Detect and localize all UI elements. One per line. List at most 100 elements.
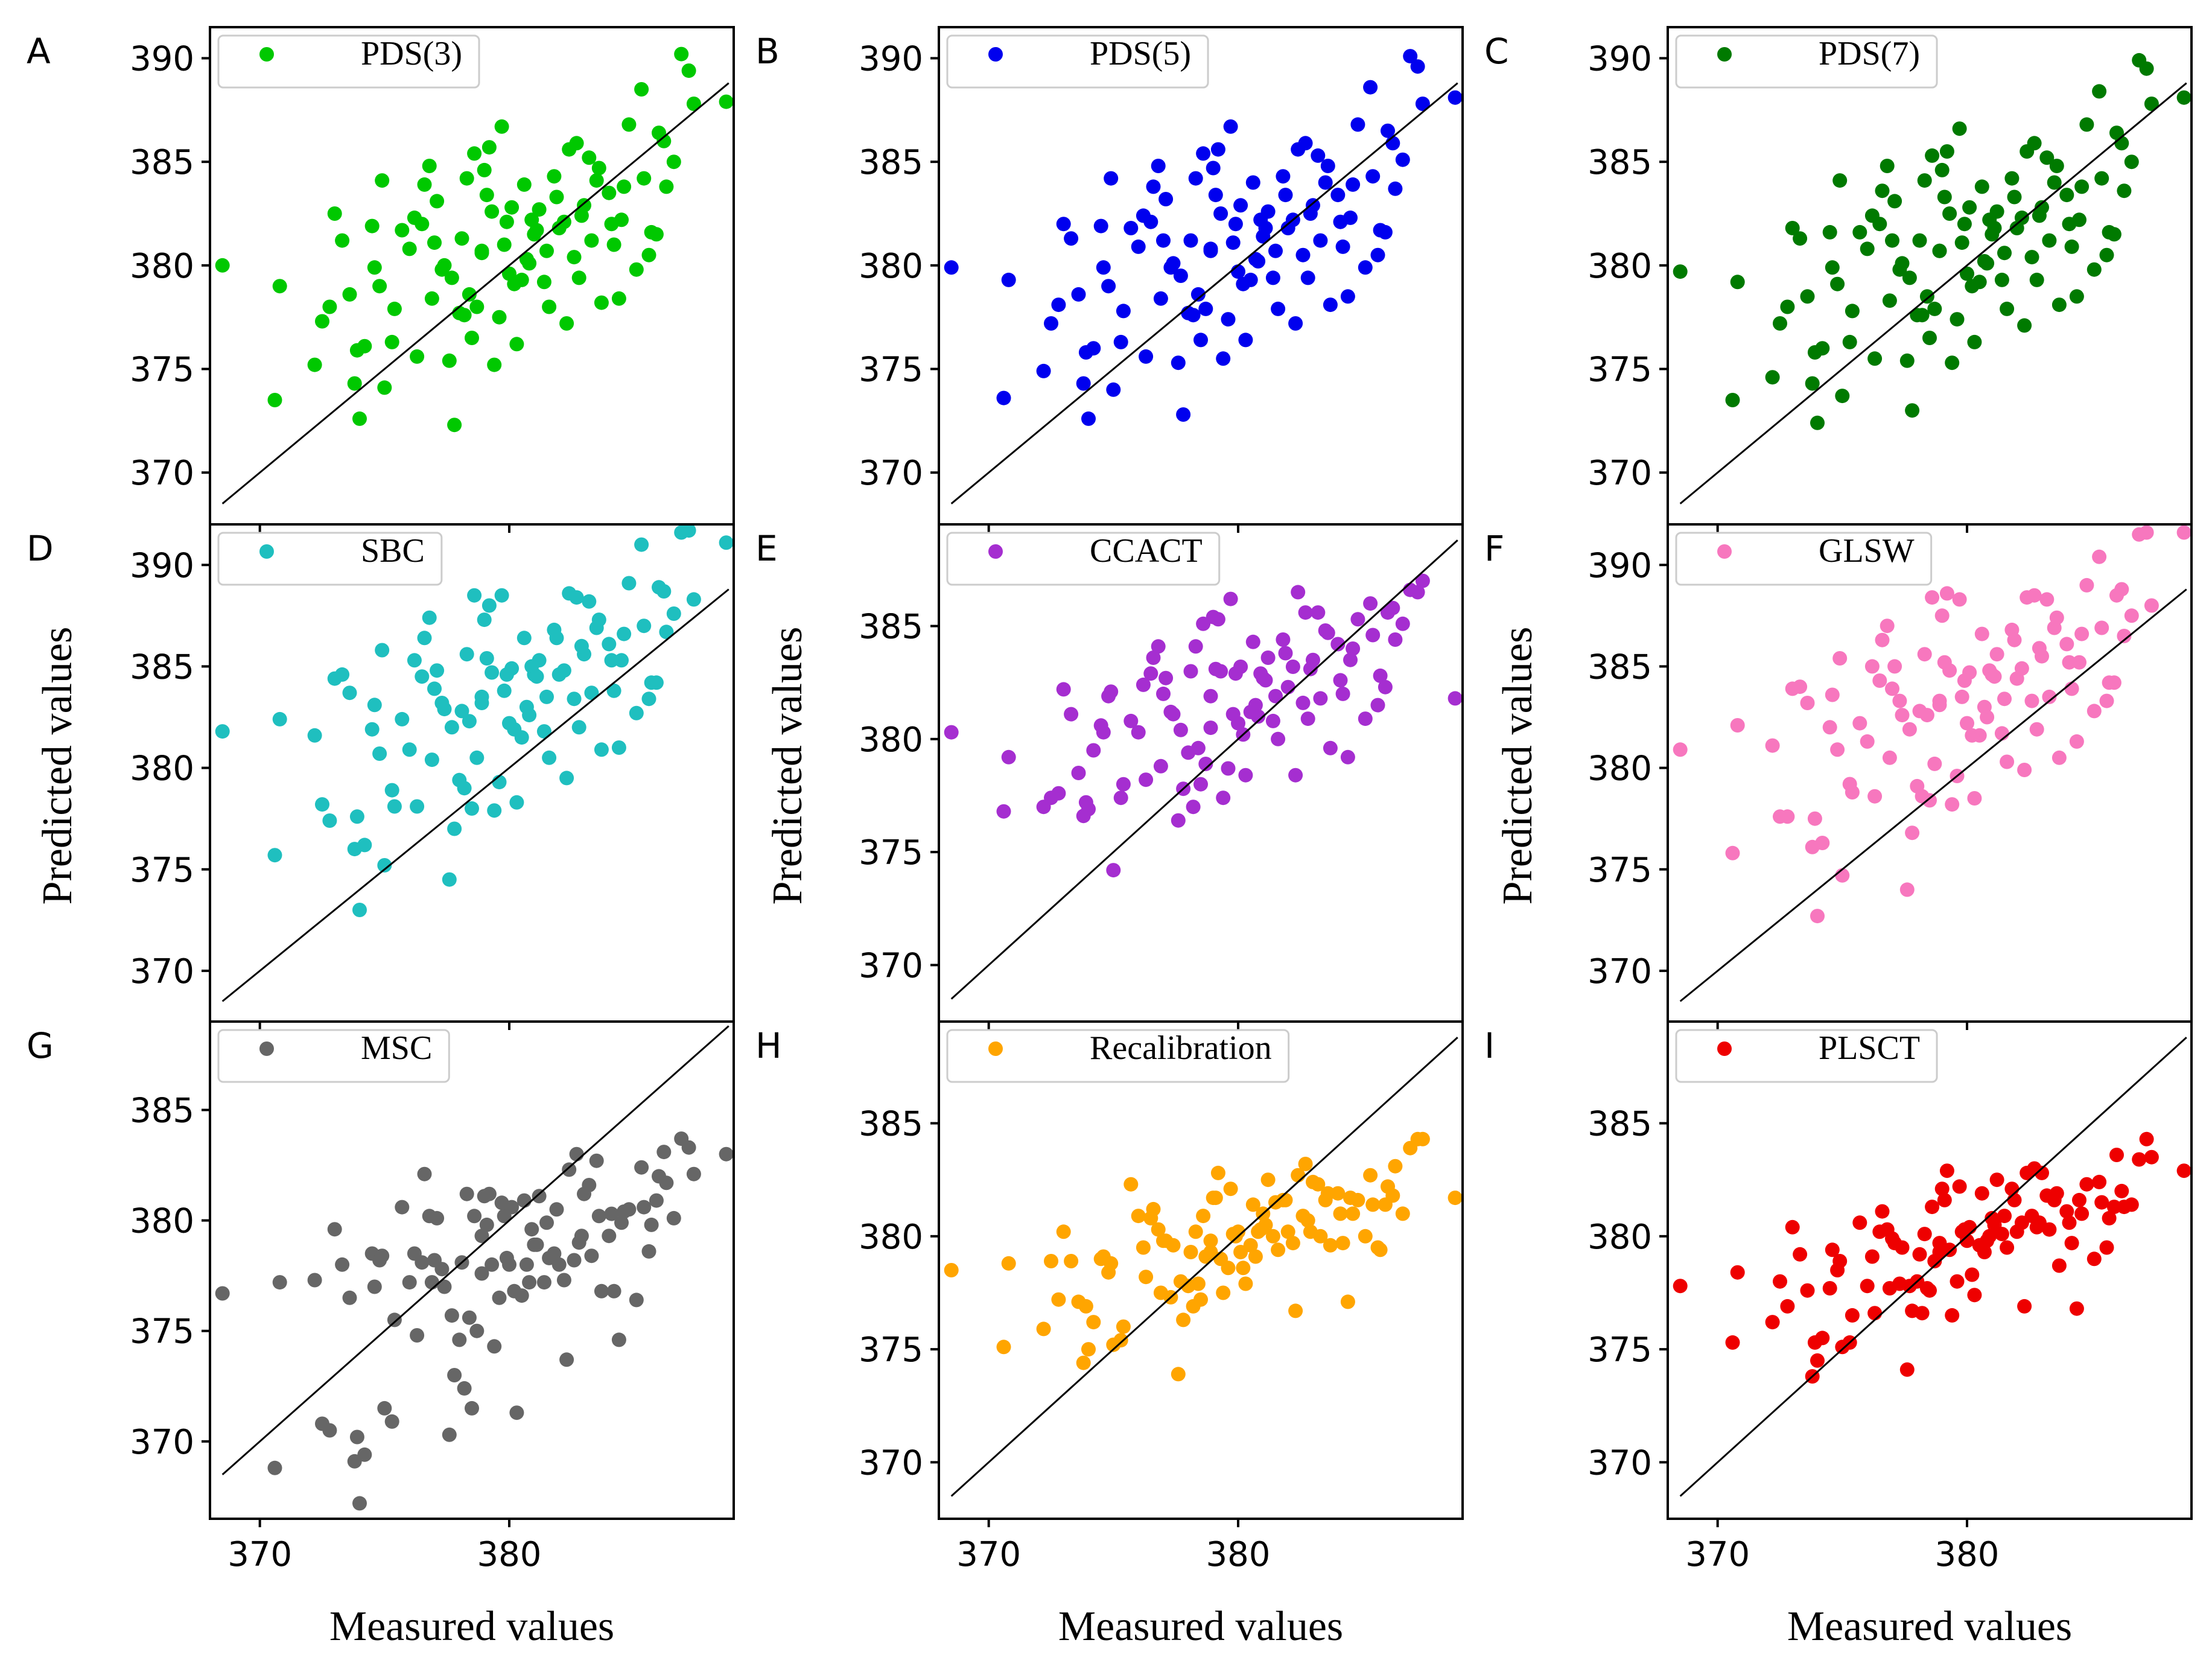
data-point bbox=[1233, 198, 1248, 213]
data-point bbox=[1081, 411, 1096, 426]
y-tick-label: 370 bbox=[859, 946, 923, 985]
data-point bbox=[2014, 210, 2029, 225]
data-point bbox=[1932, 698, 1947, 713]
data-point bbox=[474, 1229, 489, 1244]
data-point bbox=[2079, 577, 2094, 593]
data-point bbox=[1822, 1281, 1837, 1296]
data-point bbox=[516, 631, 532, 646]
data-point bbox=[2074, 1206, 2090, 1221]
data-point bbox=[1278, 646, 1293, 661]
data-point bbox=[1378, 224, 1393, 240]
data-point bbox=[1867, 1306, 1883, 1321]
legend: GLSW bbox=[1675, 532, 1933, 586]
data-point bbox=[1196, 1209, 1211, 1224]
data-point bbox=[1248, 252, 1263, 267]
y-tick-label: 370 bbox=[130, 454, 194, 493]
data-point bbox=[2106, 227, 2121, 242]
data-point bbox=[2086, 262, 2102, 277]
data-point bbox=[1880, 1222, 1895, 1237]
data-point bbox=[357, 838, 372, 853]
data-point bbox=[1313, 691, 1328, 706]
data-point bbox=[1086, 743, 1101, 758]
data-point bbox=[539, 1215, 554, 1230]
data-point bbox=[494, 588, 509, 603]
data-point bbox=[1171, 1367, 1186, 1382]
data-point bbox=[1231, 716, 1245, 731]
data-point bbox=[459, 171, 474, 186]
y-tick-label: 390 bbox=[1587, 546, 1652, 585]
data-point bbox=[2106, 1200, 2121, 1215]
data-point bbox=[1830, 742, 1845, 757]
data-point bbox=[384, 334, 399, 349]
data-point bbox=[364, 218, 380, 234]
data-point bbox=[591, 612, 606, 628]
data-point bbox=[1919, 708, 1934, 723]
data-point bbox=[437, 702, 452, 717]
data-point bbox=[465, 1401, 479, 1416]
reference-line bbox=[950, 82, 1458, 504]
data-point bbox=[1927, 301, 1942, 316]
data-point bbox=[1960, 266, 1974, 281]
x-tick-label: 370 bbox=[1685, 1535, 1750, 1574]
data-point bbox=[422, 159, 437, 173]
data-point bbox=[1410, 585, 1425, 600]
data-point bbox=[499, 1250, 514, 1265]
data-point bbox=[1071, 287, 1086, 302]
data-point bbox=[1320, 159, 1335, 173]
data-point bbox=[407, 1246, 422, 1261]
data-point bbox=[2004, 171, 2020, 186]
data-point bbox=[497, 683, 512, 698]
data-point bbox=[519, 1257, 534, 1272]
data-point bbox=[1892, 693, 1907, 708]
data-point bbox=[1295, 247, 1311, 262]
data-point bbox=[377, 858, 392, 873]
data-point bbox=[497, 237, 512, 252]
data-point bbox=[1997, 1209, 2012, 1224]
panel-letter: D bbox=[27, 528, 54, 569]
data-point bbox=[1300, 1213, 1315, 1228]
data-point bbox=[1365, 1197, 1381, 1212]
data-point bbox=[430, 663, 445, 678]
data-point bbox=[681, 63, 696, 78]
data-point bbox=[1260, 1172, 1276, 1188]
panel-letter: H bbox=[755, 1025, 782, 1066]
data-point bbox=[424, 291, 439, 306]
data-point bbox=[1950, 312, 1965, 327]
data-point bbox=[1303, 661, 1318, 676]
data-point bbox=[427, 235, 442, 250]
data-point bbox=[1051, 786, 1066, 801]
data-point bbox=[1822, 224, 1837, 240]
data-point bbox=[666, 606, 681, 621]
data-point bbox=[1221, 312, 1236, 327]
data-point bbox=[1902, 1279, 1917, 1294]
data-points bbox=[1673, 525, 2191, 924]
data-point bbox=[1106, 863, 1121, 878]
data-point bbox=[519, 699, 534, 714]
data-point bbox=[1934, 162, 1950, 177]
legend-label: PLSCT bbox=[1819, 1029, 1920, 1067]
data-point bbox=[1166, 707, 1181, 722]
data-point bbox=[485, 204, 500, 219]
data-point bbox=[424, 1275, 439, 1290]
data-point bbox=[1186, 308, 1201, 323]
data-point bbox=[1151, 639, 1166, 654]
data-point bbox=[2027, 1161, 2042, 1176]
data-point bbox=[1190, 740, 1206, 755]
data-point bbox=[1902, 722, 1917, 737]
data-point bbox=[1251, 709, 1266, 724]
data-point bbox=[1064, 707, 1079, 722]
data-point bbox=[2102, 1210, 2117, 1226]
data-point bbox=[1193, 777, 1208, 792]
data-point bbox=[377, 1401, 392, 1416]
data-point bbox=[1303, 206, 1318, 221]
data-point bbox=[516, 177, 532, 192]
data-point bbox=[1867, 351, 1883, 366]
data-point bbox=[567, 250, 582, 265]
data-point bbox=[1156, 233, 1171, 248]
data-point bbox=[2052, 1258, 2067, 1273]
legend-box bbox=[946, 34, 1209, 89]
data-point bbox=[1950, 1274, 1965, 1289]
data-point bbox=[516, 1193, 532, 1208]
reference-line bbox=[221, 82, 729, 504]
axes-frame bbox=[1667, 1020, 2193, 1520]
